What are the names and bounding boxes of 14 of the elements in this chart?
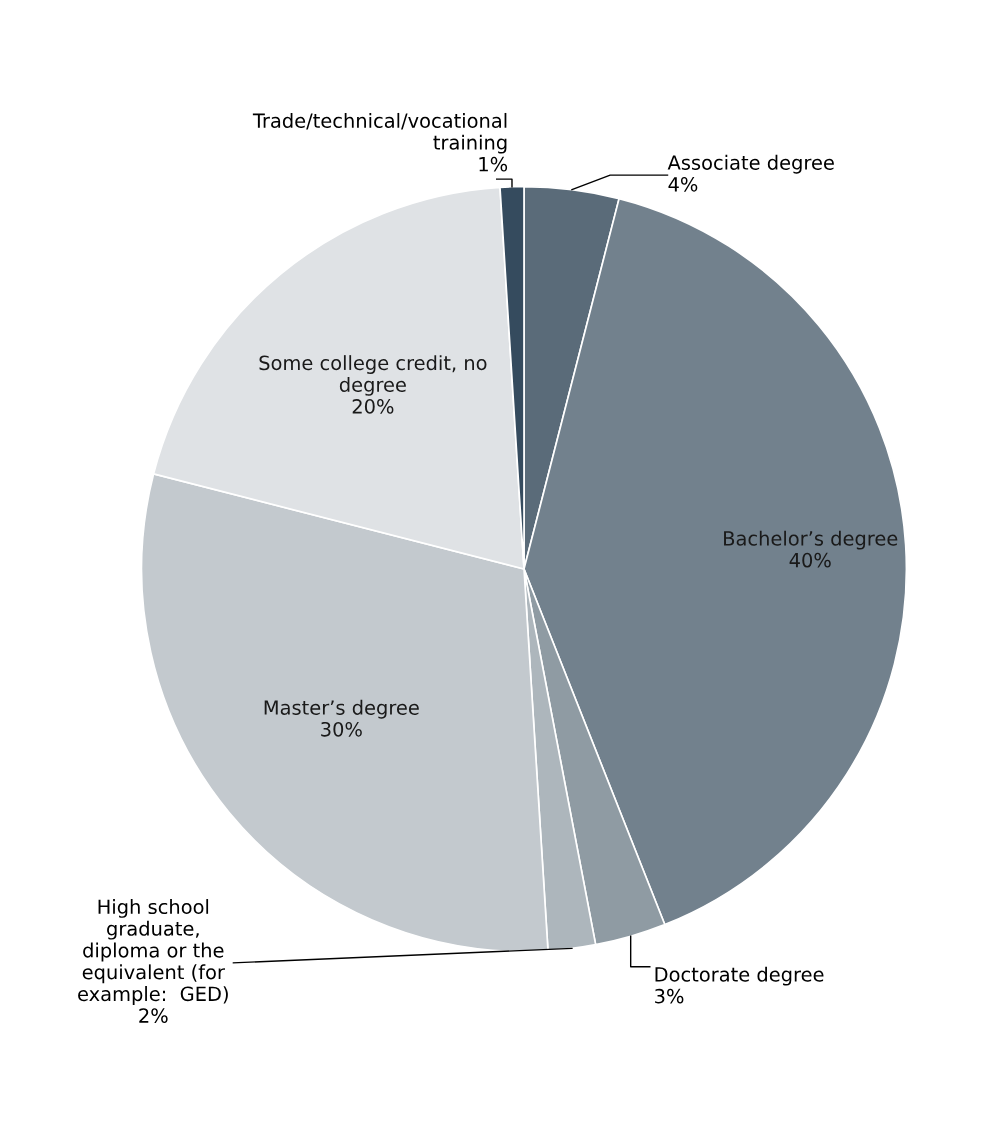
data-label: 3% xyxy=(655,988,684,1004)
data-label: 2% xyxy=(139,1008,168,1023)
data-label: 40% xyxy=(789,552,831,568)
slice-label: Some college credit, no degree xyxy=(259,355,487,396)
data-label: 20% xyxy=(352,399,394,414)
slice-label: Doctorate degree xyxy=(655,966,824,986)
data-label: 4% xyxy=(668,176,698,192)
slice-label: Associate degree xyxy=(667,154,834,174)
slice-label: Master’s degree xyxy=(264,699,419,719)
slice-label: Trade/technical/vocational training xyxy=(252,112,507,154)
slice-label: High school graduate, diploma or the equivalent (for example: GED) xyxy=(78,899,228,1005)
data-label: 30% xyxy=(321,721,362,737)
data-label: 1% xyxy=(479,156,508,172)
slice-label: Bachelor’s degree xyxy=(724,530,898,550)
